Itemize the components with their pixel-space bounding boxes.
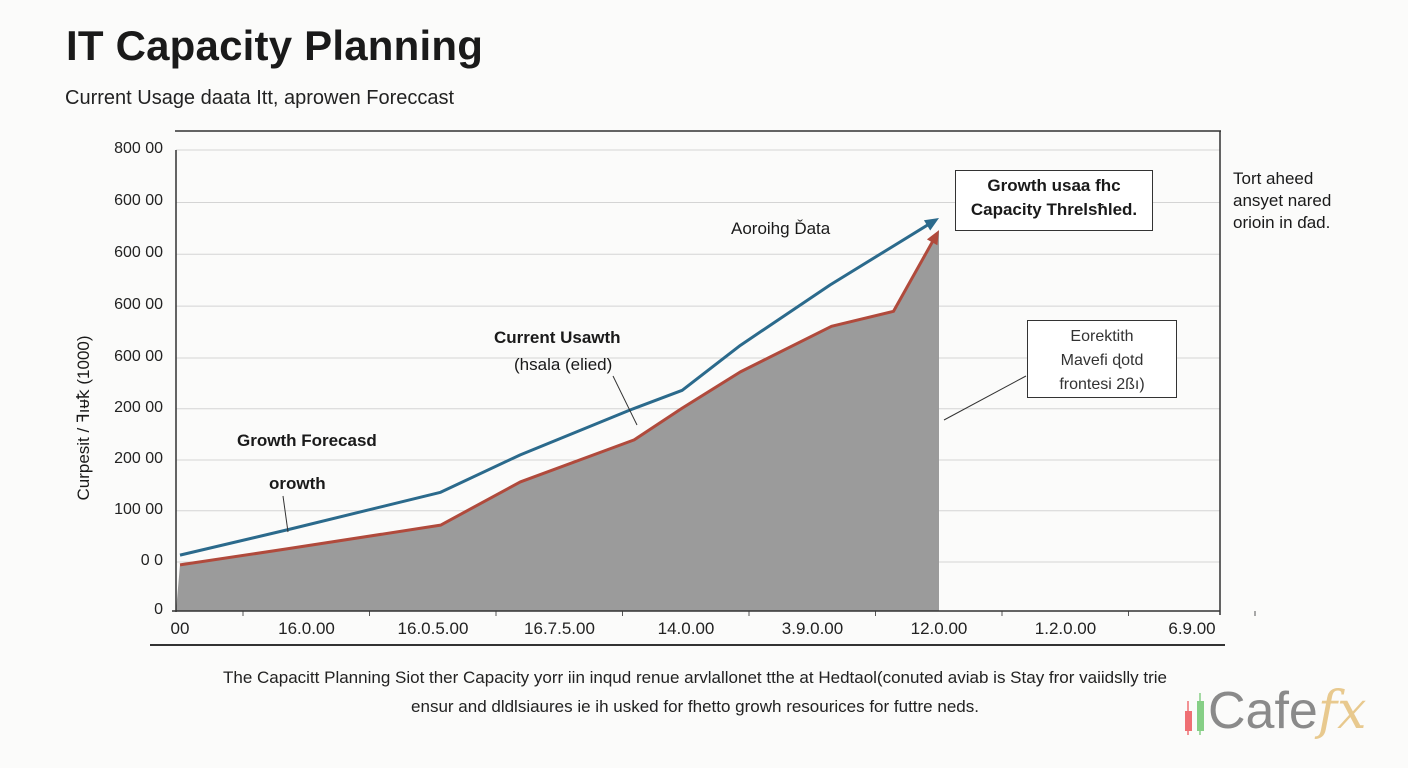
logo-text: Cafe — [1208, 682, 1318, 740]
annotation-current-usage: Current Usawth — [494, 328, 621, 347]
y-tick-label: 600 00 — [114, 296, 163, 314]
x-tick-label: 16.7.5.00 — [524, 619, 595, 638]
growth-leader-line — [282, 495, 289, 533]
candlestick-icon — [1185, 693, 1204, 735]
footer-description: The Capacitt Planning Siot ther Capacity… — [0, 663, 1390, 721]
page-title: IT Capacity Planning — [66, 22, 484, 69]
growth-forecast-line — [179, 220, 933, 557]
current-usage-area — [176, 230, 939, 611]
x-tick-label: 1.2.0.00 — [1034, 619, 1097, 638]
x-tick-label: 12.0.00 — [910, 619, 968, 638]
y-tick-label: 600 00 — [114, 348, 163, 366]
threshold-callout-box: Growth usaa fhc Capacity Threlsħled. — [955, 170, 1153, 231]
growth-forecast-arrowhead — [923, 217, 939, 231]
forecast-leader-line — [943, 375, 1027, 421]
page-subtitle: Current Usage daata Itt, aprowen Forecca… — [65, 87, 455, 109]
x-tick-label: 16.0.00 — [278, 619, 335, 638]
annotation-growth-forecast: Growth Forecasd — [237, 431, 377, 450]
y-tick-label: 600 00 — [114, 192, 163, 210]
current-usage-arrowhead — [926, 230, 939, 246]
x-tick-label: 14.0.00 — [657, 619, 715, 638]
forecast-line-3: frontesi 2ßı) — [1059, 376, 1145, 393]
y-tick-label: 800 00 — [114, 140, 163, 157]
annotation-current-usage-sub: (hsala (elied) — [514, 355, 613, 374]
forecast-callout-box: Eorektith Mavefi ɖotd frontesi 2ßı) — [1027, 320, 1177, 398]
current-usage-line — [179, 236, 937, 567]
series-layer — [176, 217, 939, 611]
forecast-line-2: Mavefi ɖotd — [1060, 352, 1144, 369]
x-tick-label: 3.9.0.00 — [781, 619, 844, 638]
y-tick-label: 600 00 — [114, 244, 163, 262]
side-note-line: ansyet nared — [1233, 191, 1332, 210]
y-tick-label: 200 00 — [114, 398, 163, 416]
footer-line-2: ensur and dldlsiaures ie ih usked for fh… — [411, 697, 979, 716]
current-usage-leader-line — [612, 375, 638, 426]
x-tick-label: 16.0.5.00 — [397, 619, 469, 638]
threshold-line-1: Growth usaa fhc — [987, 176, 1121, 195]
annotation-archiving-data: Aoroihg Ďata — [731, 219, 831, 238]
x-tick-label: 6.9.00 — [1168, 619, 1216, 638]
logo-accent: fx — [1317, 681, 1367, 741]
forecast-line-1: Eorektith — [1070, 328, 1134, 345]
side-note-line: Tort aheed — [1233, 169, 1314, 188]
x-tick-label: 00 — [170, 619, 190, 638]
logo: Cafe fx — [1182, 685, 1366, 737]
y-tick-label: 0 — [154, 601, 163, 618]
footer-line-1: The Capacitt Planning Siot ther Capacity… — [223, 668, 1167, 687]
threshold-line-2: Capacity Threlsħled. — [970, 200, 1138, 219]
annotation-growth: orowth — [269, 474, 326, 493]
side-note: Tort aheed ansyet nared orioin in ɗad. — [1233, 168, 1331, 234]
y-tick-label: 200 00 — [114, 450, 163, 468]
y-tick-label: 0 0 — [140, 552, 163, 570]
side-note-line: orioin in ɗad. — [1233, 213, 1331, 232]
y-axis-label: Curpesit / ꟻıᵾꝁ (1000) — [74, 335, 93, 501]
y-tick-label: 100 00 — [114, 500, 163, 518]
